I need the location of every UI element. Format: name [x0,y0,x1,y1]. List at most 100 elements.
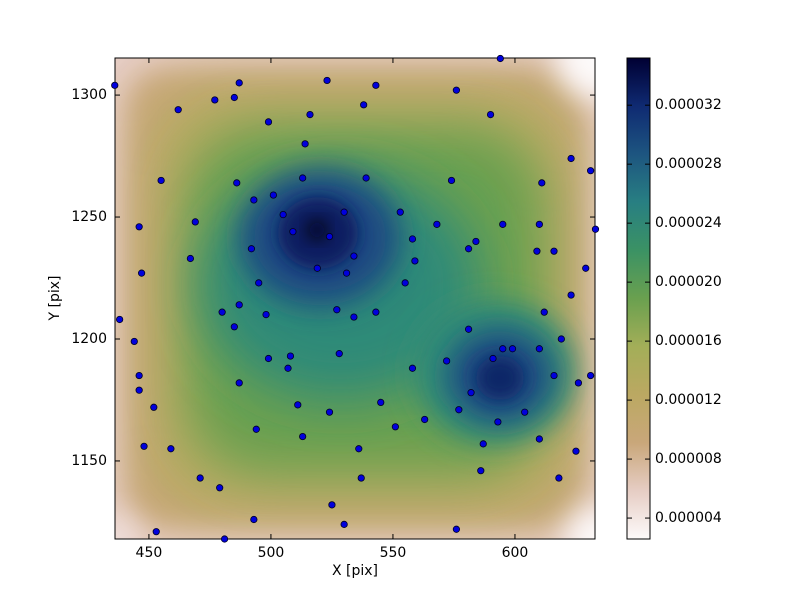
data-point [350,313,358,321]
data-point [306,110,314,119]
x-tick-label: 600 [502,545,529,561]
data-point [591,225,600,233]
data-point [196,474,204,482]
data-point [574,379,583,387]
data-point [250,515,258,524]
data-point [408,364,417,372]
data-point [284,364,292,372]
data-point [135,386,143,394]
data-point [328,501,336,509]
data-point [486,110,495,119]
data-point [372,308,380,316]
data-point [567,154,575,163]
y-tick-label: 1300 [71,87,107,103]
y-tick-label: 1250 [71,209,107,225]
data-point [452,525,460,533]
data-point [220,535,229,543]
data-point [355,445,363,453]
data-point [269,191,277,199]
data-point [262,310,270,319]
data-point [372,81,380,89]
x-tick-label: 450 [136,545,163,561]
data-point [452,86,460,94]
data-point [286,352,295,360]
data-point [411,257,419,265]
colorbar-tick-label: 0.000032 [655,97,722,113]
data-point [152,528,160,536]
data-point [218,308,226,316]
data-point [313,264,321,272]
data-point [557,335,565,343]
data-point [289,228,297,236]
data-point [357,474,365,482]
data-point [396,208,404,216]
data-point [230,323,238,331]
data-point [191,218,199,226]
data-point [157,176,165,185]
data-point [587,167,595,175]
data-point [247,245,256,253]
data-point [360,101,368,109]
data-point [508,345,517,353]
colorbar-tick-label: 0.000024 [655,215,722,231]
colorbar [626,57,651,540]
data-point [233,179,241,187]
data-point [211,96,219,104]
data-point [550,247,558,255]
data-point [477,467,485,475]
data-point [264,118,273,126]
data-point [137,269,146,277]
data-point [521,408,529,416]
colorbar-tick-label: 0.000016 [655,333,722,349]
data-point [496,54,504,63]
data-point [116,315,124,324]
colorbar-tick-label: 0.000008 [655,451,722,467]
data-point [377,398,385,407]
data-point [230,93,238,102]
data-point [479,440,487,448]
data-point [264,354,273,363]
data-point [323,76,331,85]
data-point [135,223,143,231]
data-point [535,220,543,228]
data-point [333,306,341,314]
data-point [135,371,143,380]
data-point [255,279,263,287]
data-point [130,337,138,346]
data-point [335,350,343,358]
data-point [401,279,409,287]
density-map [115,58,595,539]
data-point [340,520,348,528]
data-point [235,379,243,387]
data-point [535,345,543,353]
data-point [540,308,548,316]
data-point [421,415,429,424]
data-point [433,220,441,228]
data-point [464,245,473,253]
data-point [499,220,507,228]
data-point [582,264,590,272]
data-point [464,325,473,333]
x-tick-label: 500 [258,545,285,561]
data-point [587,371,595,380]
data-point [299,432,307,441]
data-point [408,235,417,243]
data-point [467,389,475,397]
x-axis-label: X [pix] [332,563,378,579]
data-point [567,291,575,299]
data-point [555,474,563,482]
data-point [235,79,243,87]
data-point [538,179,546,187]
data-point [447,176,456,185]
x-tick-label: 550 [380,545,407,561]
data-point [340,208,348,216]
data-point [235,301,243,309]
data-point [455,406,463,414]
colorbar-tick-label: 0.000004 [655,510,722,526]
data-point [252,425,260,433]
data-point [186,254,195,263]
data-point [325,232,334,241]
data-point [325,408,334,416]
data-point [301,140,309,148]
